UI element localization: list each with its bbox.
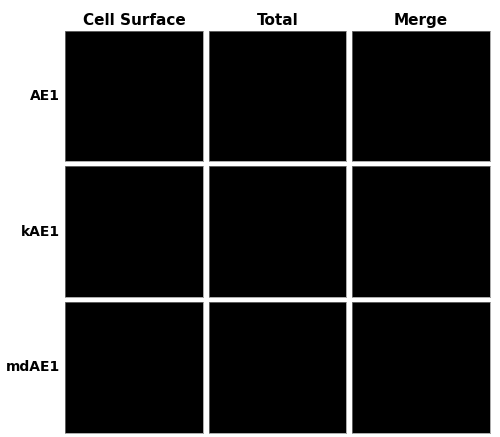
Text: Total: Total — [256, 14, 298, 28]
Text: kAE1: kAE1 — [21, 225, 60, 239]
Text: Cell Surface: Cell Surface — [82, 14, 186, 28]
Text: AE1: AE1 — [30, 89, 60, 103]
Text: Merge: Merge — [394, 14, 448, 28]
Text: mdAE1: mdAE1 — [6, 361, 60, 375]
